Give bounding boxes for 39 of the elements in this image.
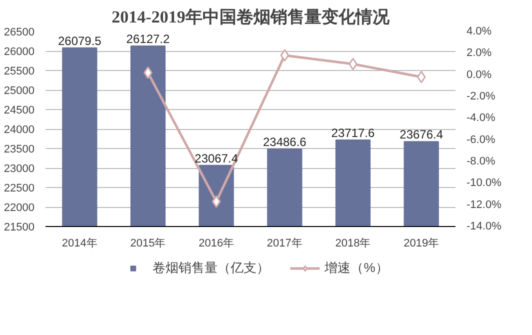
y2-tick-label: -10.0% (466, 177, 502, 190)
y-tick-label: 24500 (4, 104, 35, 116)
y-tick-label: 24000 (4, 124, 35, 136)
x-tick-label: 2019年 (404, 238, 440, 250)
x-tick-label: 2018年 (335, 238, 371, 250)
data-label: 26079.5 (58, 34, 102, 48)
y-tick-label: 23500 (4, 144, 35, 156)
y-tick-label: 26000 (4, 46, 35, 58)
data-label: 23067.4 (194, 151, 238, 166)
y2-tick-label: -6.0% (466, 134, 496, 146)
legend-label: 增速（%） (324, 259, 388, 277)
y-tick-label: 22000 (4, 202, 35, 214)
point (416, 70, 426, 84)
x-tick-label: 2016年 (198, 238, 234, 250)
legend-label: 卷烟销售量（亿支） (152, 259, 270, 277)
y2-tick-label: -4.0% (466, 112, 496, 124)
x-tick-label: 2015年 (130, 238, 166, 250)
y2-tick-label: 2.0% (466, 47, 492, 60)
data-label: 23486.6 (262, 135, 307, 150)
y-tick-label: 22500 (4, 182, 35, 194)
data-label: 26127.2 (126, 32, 170, 46)
y2-tick-label: -8.0% (466, 156, 496, 168)
x-tick-label: 2017年 (266, 238, 302, 250)
y2-tick-label: -12.0% (466, 198, 502, 211)
y-tick-label: 23000 (4, 163, 35, 175)
point (280, 49, 290, 62)
point (212, 195, 221, 208)
y2-tick-label: 4.0% (466, 26, 492, 38)
chart-title: 2014-2019年中国卷烟销售量变化情况 (112, 8, 390, 26)
y-tick-label: 25000 (4, 85, 35, 97)
y-tick-label: 21500 (4, 222, 35, 234)
data-label: 23717.6 (331, 126, 376, 140)
y-tick-label: 26500 (4, 26, 35, 38)
y-tick-label: 25500 (4, 66, 35, 78)
x-tick-label: 2014年 (62, 238, 98, 250)
y2-tick-label: -14.0% (466, 220, 502, 232)
y2-tick-label: -2.0% (466, 90, 496, 102)
data-label: 23676.4 (400, 128, 444, 142)
y2-tick-label: 0.0% (466, 68, 492, 81)
